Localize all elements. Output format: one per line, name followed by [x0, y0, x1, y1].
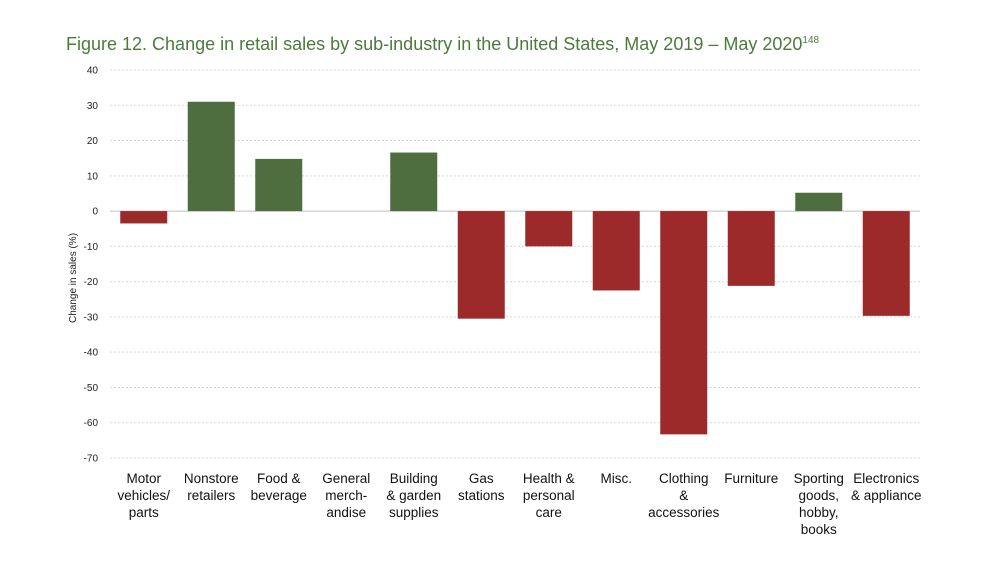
bar: [457, 211, 505, 319]
y-tick-label: 30: [87, 101, 99, 112]
bar: [187, 101, 235, 212]
y-tick-label: 40: [87, 66, 99, 77]
x-category-label: Health & personal care: [523, 471, 575, 520]
x-category-label: Sporting goods, hobby, books: [794, 471, 844, 537]
y-tick-label: -70: [84, 454, 99, 465]
chart-title-text: Figure 12. Change in retail sales by sub…: [66, 34, 803, 54]
bar: [255, 158, 303, 212]
x-category-label: Electronics & appliance: [851, 471, 922, 503]
x-category-label: Motor vehicles/parts: [117, 471, 170, 520]
y-tick-label: -30: [84, 312, 99, 323]
y-axis-ticks: 40 30 20 10 0 -10 -20 -30 -40 -50 -60 -70: [84, 66, 99, 465]
bars: [120, 101, 910, 435]
bar: [592, 211, 640, 291]
chart-title: Figure 12. Change in retail sales by sub…: [66, 34, 819, 55]
x-category-label: Gas stations: [458, 471, 505, 503]
bar: [525, 211, 573, 247]
bar: [727, 211, 775, 286]
bar: [795, 192, 843, 212]
x-category-label: Nonstore retailers: [184, 471, 239, 503]
bar: [862, 211, 910, 316]
y-tick-label: -10: [84, 242, 99, 253]
x-category-label: General merch-andise: [322, 471, 370, 520]
gridlines: [110, 69, 920, 459]
y-tick-label: 20: [87, 136, 99, 147]
x-category-label: Clothing & accessories: [648, 471, 720, 520]
bar: [120, 211, 168, 224]
x-category-label: Building & garden supplies: [386, 471, 441, 520]
chart-title-reference: 148: [802, 35, 820, 46]
y-tick-label: -40: [84, 348, 99, 359]
bar: [390, 152, 438, 212]
y-tick-label: 0: [92, 207, 98, 218]
y-tick-label: -20: [84, 277, 99, 288]
y-tick-label: -50: [84, 383, 99, 394]
y-tick-label: 10: [87, 171, 99, 182]
bar: [660, 211, 708, 435]
x-category-label: Furniture: [724, 471, 778, 486]
x-category-label: Misc.: [601, 471, 633, 486]
y-tick-label: -60: [84, 418, 99, 429]
y-axis-label: Change in sales (%): [68, 233, 79, 323]
x-category-label: Food & beverage: [251, 471, 307, 503]
x-axis-category-labels: Motor vehicles/parts Nonstore retailers Food…: [117, 471, 921, 537]
